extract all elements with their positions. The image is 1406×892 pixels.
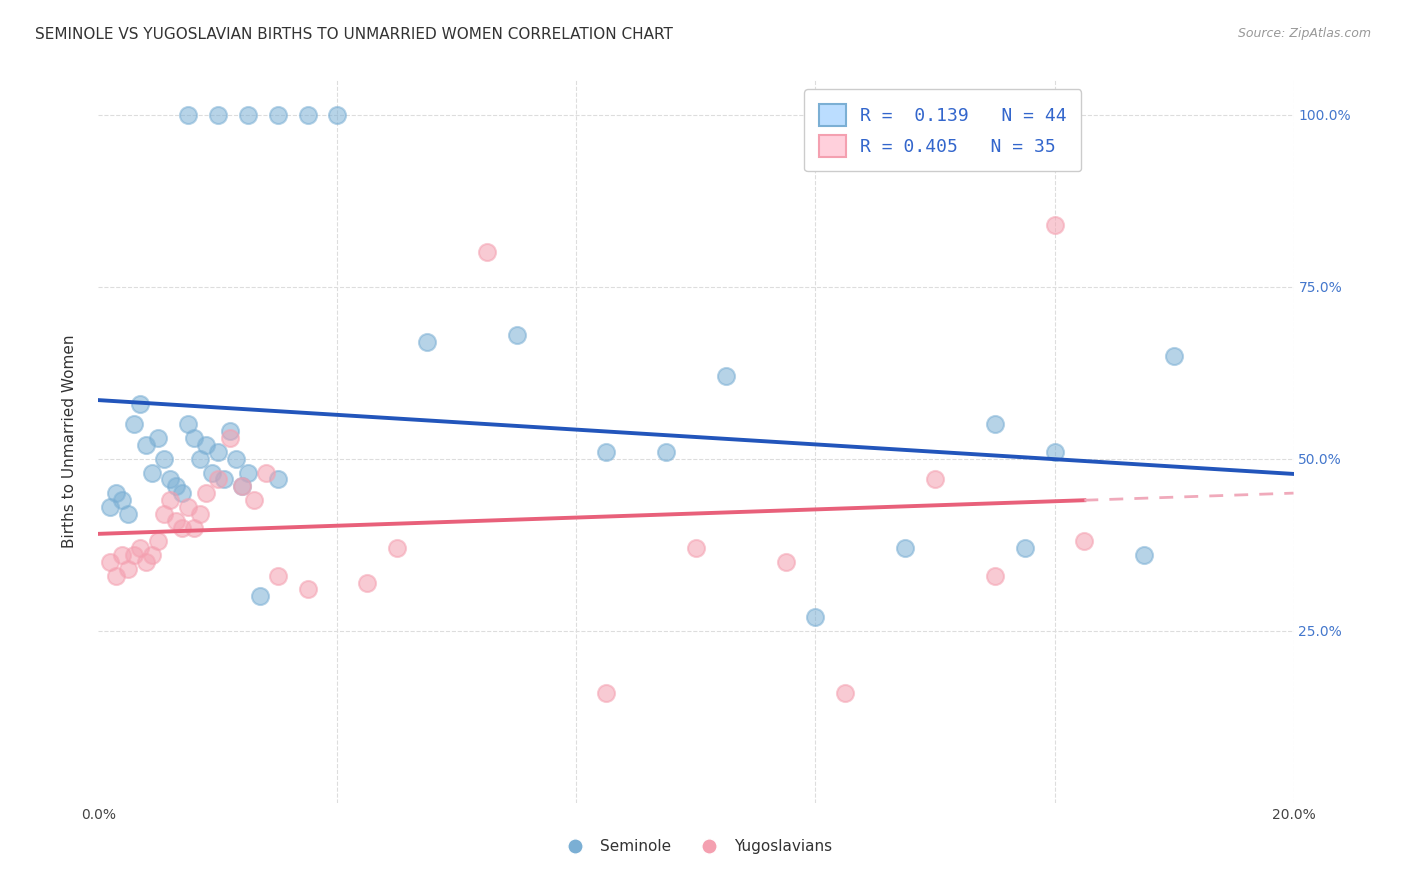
- Point: [231, 479, 253, 493]
- Y-axis label: Births to Unmarried Women: Births to Unmarried Women: [62, 334, 77, 549]
- Point: [225, 451, 247, 466]
- Point: [153, 507, 176, 521]
- Point: [195, 438, 218, 452]
- Point: [1163, 349, 1185, 363]
- Point: [506, 327, 529, 342]
- Point: [183, 520, 205, 534]
- Point: [249, 590, 271, 604]
- Point: [775, 555, 797, 569]
- Point: [98, 500, 122, 514]
- Point: [117, 562, 139, 576]
- Point: [207, 472, 229, 486]
- Point: [188, 451, 211, 466]
- Point: [267, 568, 290, 582]
- Point: [243, 493, 266, 508]
- Point: [236, 466, 259, 480]
- Point: [148, 534, 170, 549]
- Point: [595, 686, 617, 700]
- Point: [117, 507, 139, 521]
- Point: [804, 610, 827, 624]
- Point: [254, 466, 277, 480]
- Point: [356, 575, 378, 590]
- Point: [159, 493, 181, 508]
- Point: [655, 445, 678, 459]
- Point: [219, 431, 242, 445]
- Point: [135, 438, 157, 452]
- Point: [475, 245, 498, 260]
- Point: [177, 500, 200, 514]
- Point: [297, 582, 319, 597]
- Point: [1043, 218, 1066, 232]
- Point: [153, 451, 176, 466]
- Point: [165, 479, 187, 493]
- Point: [984, 417, 1007, 432]
- Point: [212, 472, 235, 486]
- Point: [685, 541, 707, 556]
- Point: [231, 479, 253, 493]
- Point: [129, 397, 152, 411]
- Point: [595, 445, 617, 459]
- Point: [141, 548, 163, 562]
- Point: [105, 486, 128, 500]
- Point: [111, 493, 134, 508]
- Point: [177, 417, 200, 432]
- Text: Source: ZipAtlas.com: Source: ZipAtlas.com: [1237, 27, 1371, 40]
- Point: [219, 424, 242, 438]
- Point: [159, 472, 181, 486]
- Point: [188, 507, 211, 521]
- Text: SEMINOLE VS YUGOSLAVIAN BIRTHS TO UNMARRIED WOMEN CORRELATION CHART: SEMINOLE VS YUGOSLAVIAN BIRTHS TO UNMARR…: [35, 27, 673, 42]
- Point: [714, 369, 737, 384]
- Point: [148, 431, 170, 445]
- Point: [105, 568, 128, 582]
- Point: [834, 686, 856, 700]
- Point: [1073, 534, 1095, 549]
- Point: [1014, 541, 1036, 556]
- Point: [326, 108, 349, 122]
- Point: [111, 548, 134, 562]
- Point: [165, 514, 187, 528]
- Point: [416, 334, 439, 349]
- Point: [267, 108, 290, 122]
- Point: [124, 548, 146, 562]
- Point: [297, 108, 319, 122]
- Point: [207, 108, 229, 122]
- Point: [201, 466, 224, 480]
- Point: [207, 445, 229, 459]
- Point: [135, 555, 157, 569]
- Point: [236, 108, 259, 122]
- Point: [1043, 445, 1066, 459]
- Point: [1133, 548, 1156, 562]
- Point: [172, 486, 194, 500]
- Point: [141, 466, 163, 480]
- Point: [894, 541, 917, 556]
- Point: [129, 541, 152, 556]
- Point: [98, 555, 122, 569]
- Point: [385, 541, 409, 556]
- Point: [267, 472, 290, 486]
- Point: [177, 108, 200, 122]
- Point: [172, 520, 194, 534]
- Point: [984, 568, 1007, 582]
- Legend: Seminole, Yugoslavians: Seminole, Yugoslavians: [554, 833, 838, 860]
- Point: [183, 431, 205, 445]
- Point: [924, 472, 946, 486]
- Point: [124, 417, 146, 432]
- Point: [195, 486, 218, 500]
